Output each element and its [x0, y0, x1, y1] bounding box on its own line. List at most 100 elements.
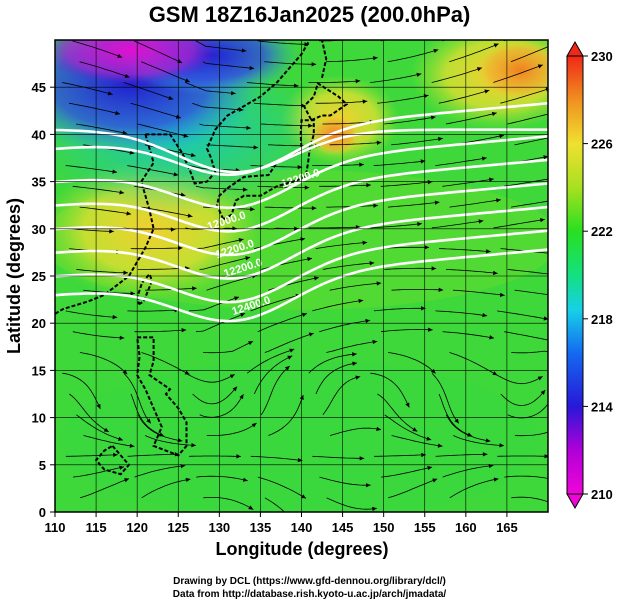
streamline-arrow — [123, 270, 128, 275]
streamline — [391, 137, 443, 146]
streamline-arrow — [550, 177, 555, 181]
x-tick-label: 165 — [496, 520, 518, 535]
streamline — [257, 313, 308, 333]
x-tick-label: 145 — [332, 520, 354, 535]
streamline — [322, 262, 375, 270]
streamline — [253, 102, 306, 107]
streamline-arrow — [352, 361, 358, 366]
streamline-arrow — [119, 465, 124, 470]
streamline — [319, 319, 371, 333]
streamline — [141, 61, 190, 83]
streamline-arrow — [421, 306, 426, 311]
streamline — [504, 331, 548, 341]
x-axis-label: Longitude (degrees) — [215, 539, 388, 559]
streamline-arrow — [560, 424, 565, 428]
streamline-arrow — [359, 162, 364, 167]
streamline — [83, 289, 136, 294]
streamline — [264, 61, 317, 65]
streamline — [250, 294, 301, 312]
streamline — [308, 226, 361, 229]
streamline-arrow — [232, 226, 237, 231]
streamline — [206, 144, 259, 148]
streamline-arrow — [173, 172, 179, 177]
streamline — [268, 144, 320, 147]
streamline — [380, 181, 433, 187]
streamline-arrow — [301, 494, 307, 499]
streamline-arrow — [230, 90, 236, 96]
streamline-arrow — [129, 150, 135, 155]
streamline-arrow — [308, 123, 313, 128]
streamline — [69, 393, 109, 433]
streamline — [493, 64, 543, 83]
streamline-arrow — [492, 371, 498, 376]
streamline — [202, 61, 255, 69]
streamline-arrow — [553, 111, 558, 115]
streamline — [196, 475, 248, 482]
streamline-arrow — [355, 78, 361, 84]
streamline — [445, 112, 497, 125]
streamline — [246, 348, 295, 374]
streamline-arrow — [372, 56, 378, 61]
streamline — [199, 256, 251, 270]
streamline — [134, 329, 187, 333]
streamline — [79, 478, 130, 499]
streamline — [329, 282, 382, 291]
streamline-arrow — [119, 190, 125, 195]
streamline-arrow — [297, 457, 303, 463]
streamline-arrow — [467, 432, 473, 437]
y-tick-label: 25 — [32, 269, 46, 284]
streamline-arrow — [232, 386, 238, 392]
streamline — [195, 40, 247, 52]
streamline-arrow — [493, 43, 499, 48]
streamline-arrow — [376, 426, 382, 432]
streamline — [141, 478, 191, 499]
colorbar: 210 214 218 222 226 230 — [566, 40, 613, 510]
colorbar-tick-label: 210 — [591, 487, 613, 502]
colorbar-tick-label: 226 — [591, 137, 613, 152]
streamline-arrow — [489, 335, 495, 340]
streamline-arrow — [485, 249, 491, 254]
streamline — [388, 478, 438, 499]
streamline-arrow — [372, 506, 377, 512]
streamline-arrow — [115, 110, 120, 116]
streamline-arrow — [242, 477, 248, 482]
streamline — [257, 476, 307, 499]
streamline — [326, 341, 378, 353]
streamline — [123, 372, 152, 424]
colorbar-tick-label: 218 — [591, 312, 613, 327]
streamline — [380, 40, 388, 42]
streamline-arrow — [499, 292, 505, 298]
streamline-arrow — [293, 83, 299, 88]
streamline — [137, 414, 183, 442]
streamline-arrow — [253, 145, 259, 150]
streamline-arrow — [492, 270, 498, 276]
streamline — [370, 223, 422, 229]
streamline-arrow — [420, 159, 426, 164]
streamline-arrow — [482, 312, 488, 318]
streamline — [380, 329, 433, 333]
streamline-arrow — [122, 369, 128, 375]
streamline — [308, 353, 357, 374]
streamline — [250, 455, 303, 461]
streamline-arrow — [355, 375, 361, 380]
streamline — [189, 455, 241, 457]
x-tick-label: 140 — [291, 520, 313, 535]
streamline-arrow — [245, 256, 251, 261]
streamline-arrow — [557, 504, 562, 508]
streamline-arrow — [126, 211, 132, 216]
streamline-arrow — [426, 436, 432, 441]
streamline — [246, 82, 299, 87]
streamline — [130, 247, 183, 250]
streamline — [507, 269, 548, 275]
streamline — [72, 466, 125, 478]
streamline — [130, 102, 181, 119]
streamline-arrow — [308, 332, 314, 337]
streamline — [370, 372, 410, 408]
x-tick-label: 130 — [208, 520, 230, 535]
streamline — [319, 476, 371, 486]
streamline-arrow — [180, 192, 186, 197]
streamline-arrow — [107, 91, 113, 96]
streamline-arrow — [376, 140, 382, 145]
streamline-arrow — [491, 111, 497, 117]
x-tick-label: 150 — [373, 520, 395, 535]
